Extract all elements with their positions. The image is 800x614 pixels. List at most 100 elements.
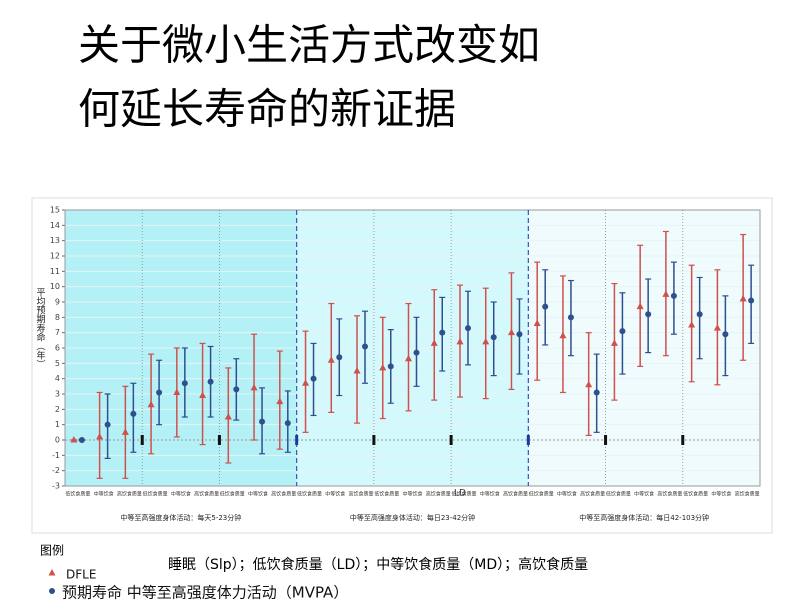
legend-label: DFLE (66, 568, 96, 582)
x-tick-label: 低饮食质量 (529, 491, 554, 498)
x-tick-label: 高饮食质量 (194, 491, 219, 498)
point (250, 383, 258, 391)
zero-tick (604, 435, 608, 445)
y-tick-label: 5 (55, 359, 60, 368)
y-tick-label: 1 (55, 420, 60, 429)
point (739, 294, 747, 302)
x-tick-label: 低饮食质量 (683, 491, 708, 498)
zero-tick (140, 435, 144, 445)
group-label: 中等至高强度身体活动：每日42-103分钟 (579, 513, 709, 522)
legend-marker (48, 569, 56, 576)
point (533, 319, 541, 326)
x-tick-label: 中等饮食 (402, 491, 422, 498)
point (387, 363, 394, 370)
y-tick-label: -1 (52, 451, 60, 460)
point (482, 337, 490, 345)
point (284, 420, 291, 427)
zero-tick (295, 435, 299, 445)
y-tick-label: 9 (55, 298, 60, 307)
point (559, 331, 567, 339)
point (310, 375, 317, 382)
point (662, 290, 670, 297)
x-tick-label: 低饮食质量 (606, 491, 631, 498)
point (610, 339, 618, 346)
zero-tick (526, 435, 530, 445)
point (713, 324, 721, 331)
zero-tick (217, 435, 221, 445)
group-label: 中等至高强度身体活动：每天5-23分钟 (120, 513, 241, 522)
point (593, 389, 600, 396)
y-tick-label: 12 (50, 252, 60, 261)
point (224, 413, 232, 420)
plot-border (64, 209, 761, 487)
zero-tick (449, 435, 453, 445)
point (362, 343, 369, 350)
x-tick-label: 高饮食质量 (735, 491, 760, 498)
y-tick-label: -3 (52, 482, 60, 491)
x-tick-label: 低饮食质量 (297, 491, 322, 498)
y-tick-label: 2 (55, 405, 60, 414)
legend-note: 睡眠（Slp）；低饮食质量（LD）；中等饮食质量（MD）；高饮食质量 (168, 556, 588, 573)
point (645, 311, 652, 318)
x-tick-label: 低饮食质量 (451, 491, 476, 498)
zero-tick (372, 435, 376, 445)
x-tick-label: 低饮食质量 (374, 491, 399, 498)
point (379, 363, 387, 371)
y-tick-label: -2 (52, 466, 60, 475)
point (156, 389, 163, 396)
y-tick-label: 4 (55, 374, 60, 383)
y-tick-label: 7 (55, 328, 60, 337)
point (619, 328, 626, 335)
point (430, 339, 438, 346)
zero-tick (681, 435, 685, 445)
x-tick-label: 低饮食质量 (220, 491, 245, 498)
y-tick-label: 14 (50, 221, 60, 230)
y-tick-label: 11 (50, 267, 60, 276)
point (456, 337, 464, 345)
point (199, 391, 207, 399)
annotation: LD (454, 489, 466, 499)
point (70, 436, 78, 443)
point (464, 325, 471, 332)
point (104, 421, 111, 428)
x-tick-label: 中等饮食 (171, 491, 191, 498)
point (207, 378, 214, 385)
point (542, 303, 549, 310)
point (302, 379, 310, 386)
y-tick-label: 13 (50, 236, 60, 245)
point (507, 328, 515, 336)
point (78, 437, 85, 443)
x-tick-label: 低饮食质量 (65, 491, 90, 498)
point (670, 292, 677, 299)
x-tick-label: 高饮食质量 (580, 491, 605, 498)
point (490, 334, 497, 341)
y-tick-label: 10 (50, 282, 60, 291)
legend-label: 预期寿命 中等至高强度体力活动（MVPA） (62, 584, 348, 602)
legend-title: 图例 (40, 544, 64, 558)
point (336, 354, 343, 361)
point (696, 311, 703, 318)
point (567, 314, 574, 321)
point (147, 400, 155, 408)
x-tick-label: 中等饮食 (480, 491, 500, 498)
y-axis-label: 平均预期寿命（年） (35, 287, 46, 368)
point (748, 297, 755, 304)
x-tick-label: 中等饮食 (325, 491, 345, 498)
point (353, 367, 361, 374)
point (327, 356, 335, 363)
x-tick-label: 中等饮食 (557, 491, 577, 498)
point (722, 331, 729, 338)
point (130, 410, 137, 417)
group-label: 中等至高强度身体活动：每日23-42分钟 (350, 513, 475, 522)
y-tick-label: 8 (55, 313, 60, 322)
y-tick-label: 0 (55, 436, 60, 445)
y-tick-label: 15 (50, 206, 60, 215)
point (688, 321, 696, 328)
x-tick-label: 中等饮食 (711, 491, 731, 498)
point (259, 418, 266, 425)
point (121, 428, 129, 435)
title-line: 关于微小生活方式改变如 (78, 21, 540, 70)
x-tick-label: 低饮食质量 (143, 491, 168, 498)
point (585, 380, 593, 388)
point (405, 354, 412, 362)
